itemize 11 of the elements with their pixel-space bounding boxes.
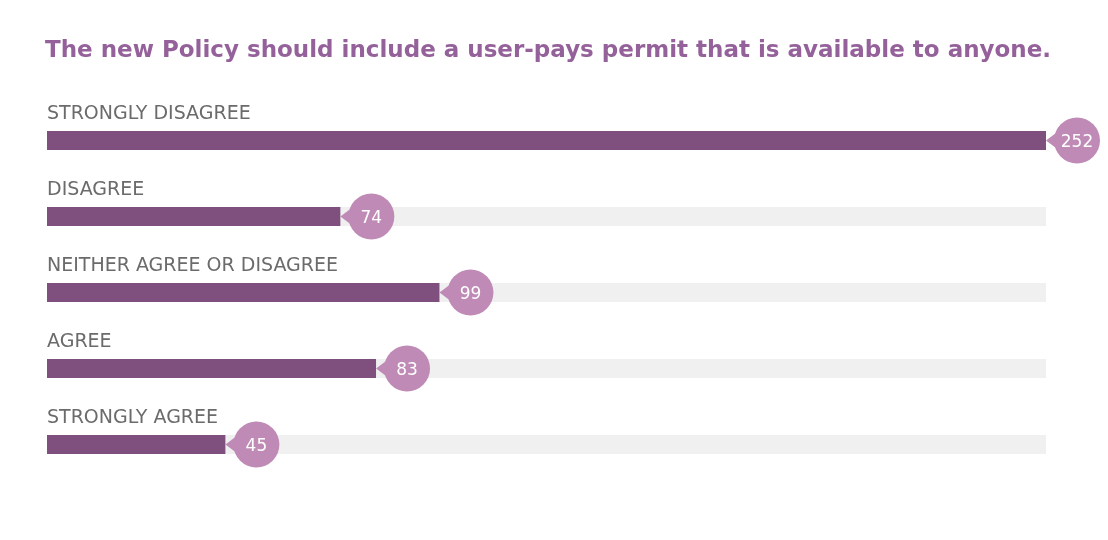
y-tick-label: DISAGREE bbox=[47, 177, 145, 199]
data-label: 83 bbox=[396, 358, 418, 379]
y-tick-label: NEITHER AGREE OR DISAGREE bbox=[47, 253, 339, 275]
chart-title: The new Policy should include a user-pays permit that is available to anyone. bbox=[44, 35, 1053, 62]
y-tick-label: AGREE bbox=[47, 329, 112, 351]
data-label: 99 bbox=[459, 282, 482, 303]
y-tick-label: STRONGLY AGREE bbox=[47, 405, 219, 427]
data-label: 74 bbox=[360, 206, 383, 227]
data-label: 45 bbox=[245, 434, 268, 455]
y-tick-label: STRONGLY DISAGREE bbox=[47, 101, 251, 123]
data-label: 252 bbox=[1060, 130, 1094, 151]
